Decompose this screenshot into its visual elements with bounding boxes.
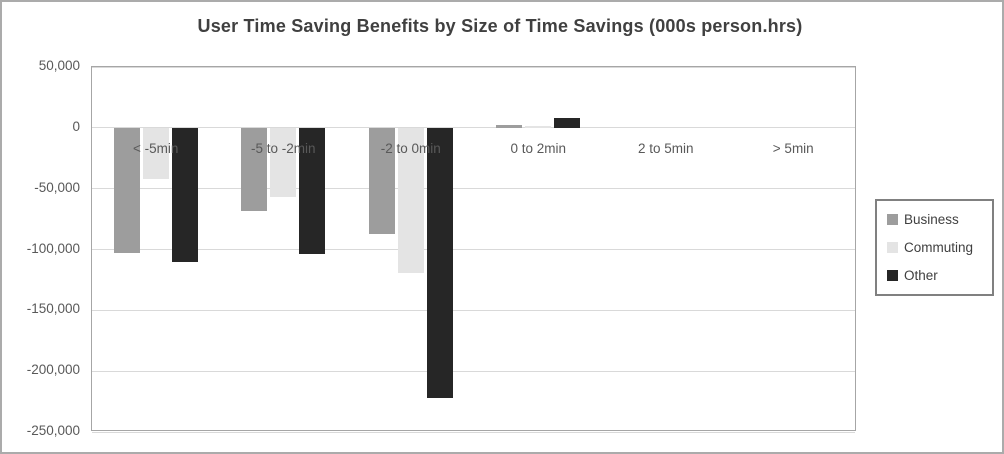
gridline--250,000 bbox=[92, 431, 855, 433]
legend-item-business: Business bbox=[887, 212, 992, 227]
legend-item-other: Other bbox=[887, 268, 992, 283]
y-tick-label: -150,000 bbox=[26, 301, 80, 317]
legend-swatch-icon bbox=[887, 270, 898, 282]
bar-business-2 bbox=[368, 127, 395, 234]
bar-commuting-0 bbox=[142, 127, 169, 179]
legend-swatch-icon bbox=[887, 213, 898, 225]
legend-label: Commuting bbox=[904, 239, 974, 255]
y-tick-label: -200,000 bbox=[26, 362, 80, 378]
bar-commuting-2 bbox=[397, 127, 424, 273]
x-category-label: -2 to 0min bbox=[380, 140, 441, 156]
bar-other-0 bbox=[171, 127, 198, 262]
bar-business-1 bbox=[241, 127, 268, 211]
legend-label: Business bbox=[904, 211, 959, 227]
gridline--100,000 bbox=[92, 249, 855, 250]
y-tick-label: -100,000 bbox=[26, 240, 80, 256]
x-category-label: > 5min bbox=[772, 140, 814, 156]
y-tick-label: 0 bbox=[72, 118, 80, 134]
x-category-label: 2 to 5min bbox=[637, 140, 694, 156]
x-category-label: -5 to -2min bbox=[250, 140, 316, 156]
x-category-label: 0 to 2min bbox=[510, 140, 567, 156]
bar-other-3 bbox=[554, 118, 581, 128]
y-tick-label: 50,000 bbox=[38, 58, 80, 73]
bar-business-0 bbox=[113, 127, 140, 254]
x-category-label: < -5min bbox=[133, 140, 179, 156]
gridline--150,000 bbox=[92, 309, 855, 311]
legend-item-commuting: Commuting bbox=[887, 240, 992, 255]
bar-other-1 bbox=[299, 127, 326, 255]
legend-label: Other bbox=[904, 268, 938, 284]
gridline--50,000 bbox=[92, 188, 855, 190]
y-tick-label: -250,000 bbox=[26, 423, 80, 438]
gridline-0 bbox=[92, 127, 855, 129]
gridline-50,000 bbox=[92, 66, 855, 68]
y-tick-label: -50,000 bbox=[34, 179, 80, 195]
legend-swatch-icon bbox=[887, 241, 898, 253]
bar-commuting-3 bbox=[525, 126, 552, 128]
bar-other-2 bbox=[426, 127, 453, 398]
chart-title: User Time Saving Benefits by Size of Tim… bbox=[197, 16, 803, 36]
bar-business-3 bbox=[496, 125, 523, 128]
legend: Business Commuting Other bbox=[875, 199, 994, 296]
gridline--200,000 bbox=[92, 370, 855, 372]
plot-area: < -5min -5 to -2min -2 to 0min 0 to 2min 2 t… bbox=[91, 66, 856, 433]
bar-commuting-1 bbox=[270, 127, 297, 198]
